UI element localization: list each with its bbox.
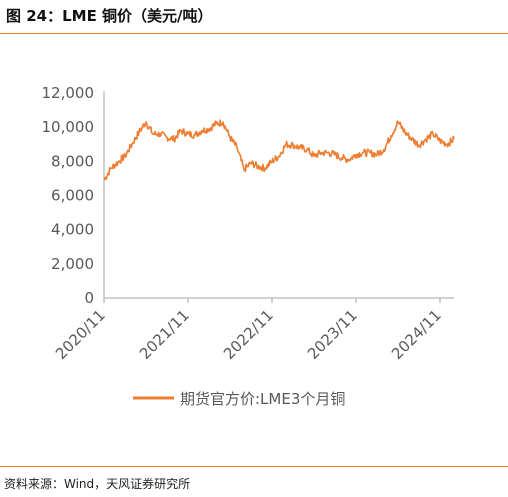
plot-area: [103, 119, 455, 181]
y-tick-label: 8,000: [51, 152, 94, 170]
y-tick-label: 2,000: [51, 255, 94, 273]
x-tick-label: 2020/11: [52, 306, 109, 363]
x-tick-label: 2021/11: [136, 306, 193, 363]
x-tick-label: 2022/11: [220, 306, 277, 363]
y-axis: 0 2,000 4,000 6,000 8,000 10,000 12,000: [42, 84, 105, 307]
figure-header: 图 24：LME 铜价（美元/吨）: [0, 0, 508, 34]
y-tick-label: 4,000: [51, 221, 94, 239]
source-note: 资料来源：Wind，天风证券研究所: [4, 477, 191, 491]
figure-title: 图 24：LME 铜价（美元/吨）: [6, 7, 213, 25]
y-tick-label: 0: [84, 289, 94, 307]
y-tick-label: 6,000: [51, 187, 94, 205]
x-tick-label: 2024/11: [388, 306, 445, 363]
chart-area: 0 2,000 4,000 6,000 8,000 10,000 12,000 2020/1…: [0, 34, 508, 466]
x-axis: 2020/11 2021/11 2022/11 2023/11 2024/11: [52, 297, 454, 363]
legend: 期货官方价:LME3个月铜: [133, 390, 345, 408]
y-tick-label: 10,000: [42, 118, 95, 136]
y-tick-label: 12,000: [42, 84, 95, 102]
legend-label: 期货官方价:LME3个月铜: [180, 390, 345, 408]
line-chart: 0 2,000 4,000 6,000 8,000 10,000 12,000 2020/1…: [42, 84, 455, 408]
figure-footer: 资料来源：Wind，天风证券研究所: [0, 466, 508, 497]
series-line-lme-copper: [103, 119, 455, 181]
x-tick-label: 2023/11: [304, 306, 361, 363]
